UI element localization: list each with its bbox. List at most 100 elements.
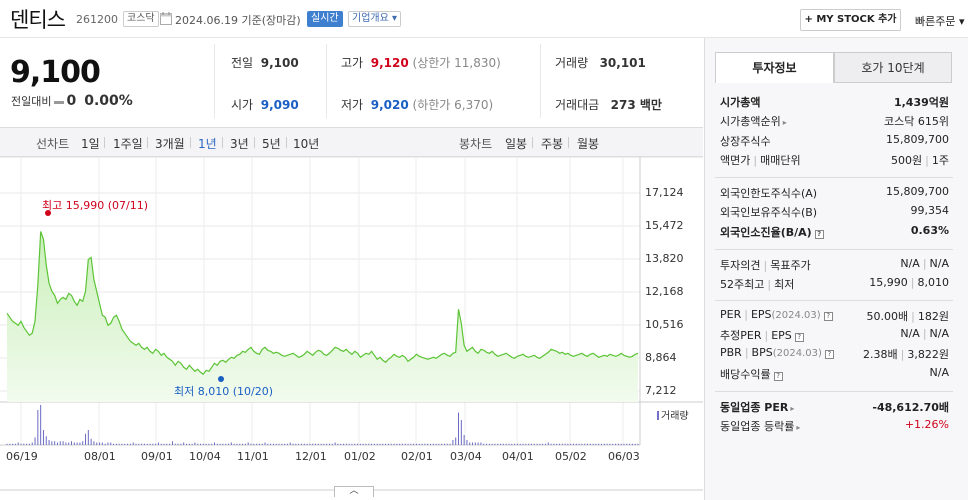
y-tick-label: 8,864 <box>645 351 677 364</box>
help-icon[interactable]: ? <box>794 333 804 342</box>
dividend-value: N/A <box>929 366 949 379</box>
foreign-limit-value: 15,809,700 <box>886 185 949 198</box>
high-annotation: 최고 15,990 (07/11) <box>42 199 149 212</box>
market-cap-rank-value: 코스닥 615위 <box>884 115 949 128</box>
week52-high: 15,990 <box>869 276 908 289</box>
period-3y[interactable]: 3년 <box>230 137 249 151</box>
x-tick-label: 10/04 <box>189 450 221 463</box>
help-icon[interactable]: ? <box>824 350 834 359</box>
high-price: 고가 9,120 (상한가 11,830) <box>341 54 501 71</box>
trade-unit-label: 매매단위 <box>760 154 801 167</box>
foreign-limit-label: 외국인한도주식수(A) <box>720 187 818 200</box>
x-tick-label: 02/01 <box>401 450 433 463</box>
x-tick-label: 05/02 <box>555 450 587 463</box>
y-tick-label: 7,212 <box>645 384 677 397</box>
divider <box>326 44 327 118</box>
x-tick-label: 06/19 <box>6 450 38 463</box>
candle-daily[interactable]: 일봉 <box>505 137 528 151</box>
foreign-hold-row: 외국인보유주식수(B) 99,354 <box>720 204 949 221</box>
x-tick-label: 03/04 <box>450 450 482 463</box>
price-line <box>6 231 639 376</box>
volume-legend-label: 거래량 <box>661 411 689 422</box>
per-eps-period: (2024.03) <box>771 310 821 321</box>
sector-change-row: 동일업종 등락률 ▸ +1.26% <box>720 418 949 435</box>
candle-chart-label: 봉차트 <box>459 137 493 151</box>
week52-low-label: 최저 <box>774 278 795 291</box>
high-label: 고가 <box>341 56 364 70</box>
high-value: 9,120 <box>370 56 409 70</box>
stock-name: 덴티스 <box>10 8 66 32</box>
eps-value: 182원 <box>917 310 949 323</box>
volume-legend-swatch <box>657 411 659 420</box>
price-chart[interactable] <box>0 157 703 500</box>
market-cap-row: 시가총액 1,439억원 <box>720 94 949 111</box>
separator <box>532 137 533 148</box>
est-per-row: 추정PER | EPS? N/A | N/A <box>720 327 949 342</box>
divider <box>214 44 215 118</box>
low-label: 저가 <box>341 98 364 112</box>
period-1y[interactable]: 1년 <box>198 137 217 151</box>
period-1w[interactable]: 1주일 <box>113 137 143 151</box>
pbr-bps-period: (2024.03) <box>772 348 822 359</box>
period-3m[interactable]: 3개월 <box>155 137 185 151</box>
x-tick-label: 11/01 <box>237 450 269 463</box>
listed-shares-row: 상장주식수 15,809,700 <box>720 133 949 150</box>
low-value: 9,020 <box>370 98 409 112</box>
upper-limit: (상한가 11,830) <box>412 56 501 70</box>
period-bar: 선차트 1일 1주일 3개월 1년 3년 5년 10년 봉차트 일봉 주봉 월봉 <box>0 127 703 157</box>
est-eps-value: N/A <box>929 327 949 340</box>
separator <box>286 137 287 148</box>
candle-monthly[interactable]: 월봉 <box>577 137 600 151</box>
candle-weekly[interactable]: 주봉 <box>541 137 564 151</box>
trade-amount: 거래대금 273 백만 <box>555 96 662 113</box>
help-icon[interactable]: ? <box>773 372 783 381</box>
separator <box>104 137 105 148</box>
separator <box>147 137 148 148</box>
volume-legend: 거래량 <box>657 407 689 422</box>
quick-order-button[interactable]: 빠른주문 ▾ <box>915 15 965 28</box>
foreign-limit-row: 외국인한도주식수(A) 15,809,700 <box>720 185 949 202</box>
realtime-badge[interactable]: 실시간 <box>307 11 343 27</box>
listed-shares-value: 15,809,700 <box>886 133 949 146</box>
y-tick-label: 10,516 <box>645 318 684 331</box>
listed-shares-label: 상장주식수 <box>720 135 771 148</box>
separator <box>568 137 569 148</box>
est-eps-label: EPS <box>771 329 792 342</box>
opinion-row: 투자의견 | 목표주가 N/A | N/A <box>720 257 949 272</box>
x-tick-label: 08/01 <box>84 450 116 463</box>
help-icon[interactable]: ? <box>823 312 833 321</box>
low-marker <box>218 376 224 382</box>
pbr-label: PBR <box>720 346 742 359</box>
my-stock-add-button[interactable]: + MY STOCK 추가 <box>800 9 901 31</box>
separator <box>222 137 223 148</box>
bps-value: 3,822원 <box>907 348 949 361</box>
high-marker <box>45 210 51 216</box>
caret-right-icon: ▸ <box>796 423 801 432</box>
target-value: N/A <box>929 257 949 270</box>
y-tick-label: 13,820 <box>645 252 684 265</box>
period-1d[interactable]: 1일 <box>81 137 100 151</box>
chart-collapse-toggle[interactable]: ︿ <box>334 486 374 497</box>
amount-value: 273 백만 <box>610 98 662 112</box>
line-chart-label: 선차트 <box>36 137 70 151</box>
period-10y[interactable]: 10년 <box>293 137 320 151</box>
week52-row: 52주최고 | 최저 15,990 | 8,010 <box>720 276 949 291</box>
x-tick-label: 04/01 <box>502 450 534 463</box>
tab-investment-info[interactable]: 투자정보 <box>715 52 834 83</box>
period-5y[interactable]: 5년 <box>262 137 281 151</box>
week52-high-label: 52주최고 <box>720 278 765 291</box>
change-label: 전일대비 <box>11 95 52 108</box>
company-overview-dropdown[interactable]: 기업개요 ▾ <box>348 11 401 27</box>
foreign-hold-label: 외국인보유주식수(B) <box>720 206 818 219</box>
tab-order-book[interactable]: 호가 10단계 <box>834 52 952 83</box>
separator <box>190 137 191 148</box>
est-per-value: N/A <box>900 327 920 340</box>
market-cap-label: 시가총액 <box>720 96 761 109</box>
help-icon[interactable]: ? <box>814 230 824 239</box>
open-price: 시가 9,090 <box>231 96 299 113</box>
foreign-ratio-label: 외국인소진율(B/A) <box>720 226 812 239</box>
lower-limit: (하한가 6,370) <box>412 98 494 112</box>
price-chart-area[interactable]: 17,124 15,472 13,820 12,168 10,516 8,864 7,212… <box>0 157 703 500</box>
divider <box>715 249 953 250</box>
volume-value: 30,101 <box>599 56 646 70</box>
